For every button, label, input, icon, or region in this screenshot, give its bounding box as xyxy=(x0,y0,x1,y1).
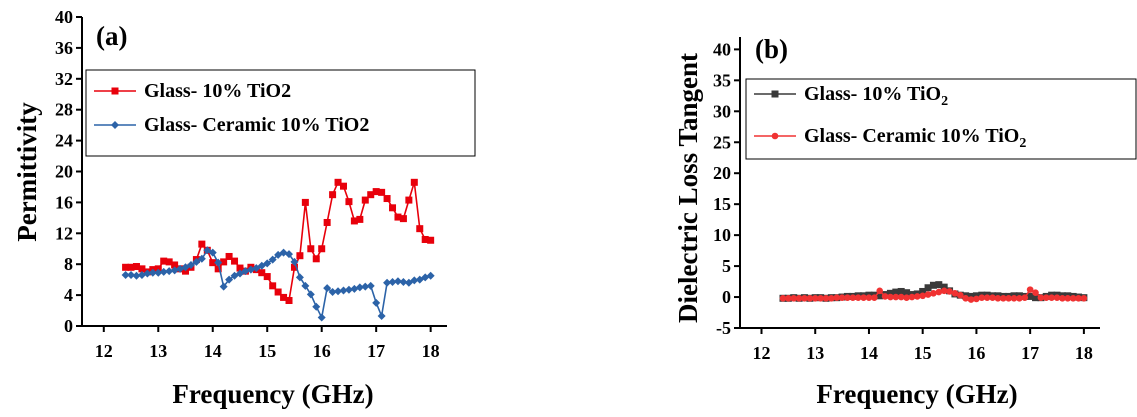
y-tick-label: 15 xyxy=(713,194,731,214)
data-point xyxy=(400,215,407,222)
data-point xyxy=(372,299,380,307)
x-tick-label: 16 xyxy=(967,343,985,363)
y-tick-label: 25 xyxy=(713,132,731,152)
x-tick-label: 15 xyxy=(914,343,932,363)
data-point xyxy=(345,198,352,205)
data-point xyxy=(231,258,238,265)
data-point xyxy=(198,241,205,248)
legend-label: Glass- 10% TiO2 xyxy=(144,80,291,102)
data-point xyxy=(356,216,363,223)
x-tick-label: 13 xyxy=(149,341,167,361)
x-tick-label: 17 xyxy=(367,341,385,361)
data-point xyxy=(411,179,418,186)
data-point xyxy=(1081,295,1088,302)
data-point xyxy=(389,204,396,211)
legend-marker xyxy=(112,88,119,95)
x-tick-label: 12 xyxy=(752,343,770,363)
data-point xyxy=(302,199,309,206)
y-tick-label: 10 xyxy=(713,225,731,245)
data-point xyxy=(405,197,412,204)
data-point xyxy=(296,252,303,259)
y-tick-label: 24 xyxy=(55,131,73,151)
panel-b: 12 13 14 15 16 17 18 -5 0 5 10 15 20 25 30 35 40 Frequenc… xyxy=(673,34,1136,409)
legend-marker xyxy=(772,133,779,140)
data-point xyxy=(427,237,434,244)
data-point xyxy=(286,297,293,304)
legend-label-subscript: 2 xyxy=(1019,136,1026,151)
y-tick-label: 40 xyxy=(55,7,73,27)
y-tick-label: 0 xyxy=(722,287,731,307)
data-point xyxy=(307,290,315,298)
x-tick-label: 12 xyxy=(95,341,113,361)
y-axis-title: Dielectric Loss Tangent xyxy=(673,53,703,323)
data-point xyxy=(367,282,375,290)
data-point xyxy=(301,282,309,290)
y-tick-label: 20 xyxy=(55,162,73,182)
legend-label: Glass- Ceramic 10% TiO2 xyxy=(144,114,369,136)
y-tick-label: 36 xyxy=(55,38,73,58)
data-point xyxy=(876,288,883,295)
data-point xyxy=(378,189,385,196)
legend: Glass- 10% TiO2 Glass- Ceramic 10% TiO2 xyxy=(86,70,475,156)
y-tick-label: 5 xyxy=(722,256,731,276)
data-point xyxy=(340,183,347,190)
data-point xyxy=(384,195,391,202)
x-tick-label: 17 xyxy=(1021,343,1039,363)
x-tick-label: 13 xyxy=(806,343,824,363)
x-tick-label: 16 xyxy=(313,341,331,361)
y-tick-label: 28 xyxy=(55,100,73,120)
data-point xyxy=(871,294,878,301)
y-tick-label: 32 xyxy=(55,69,73,89)
data-point xyxy=(318,245,325,252)
legend-marker xyxy=(772,91,779,98)
y-tick-label: 4 xyxy=(64,285,73,305)
legend: Glass- 10% TiO2Glass- Ceramic 10% TiO2 xyxy=(746,79,1136,159)
data-point xyxy=(324,219,331,226)
y-tick-label: -5 xyxy=(716,318,731,338)
data-point xyxy=(269,282,276,289)
y-tick-label: 8 xyxy=(64,254,73,274)
x-tick-label: 18 xyxy=(422,341,440,361)
data-point xyxy=(318,314,326,322)
x-tick-label: 14 xyxy=(204,341,222,361)
data-point xyxy=(329,191,336,198)
data-point xyxy=(313,255,320,262)
y-tick-label: 40 xyxy=(713,39,731,59)
x-tick-label: 18 xyxy=(1075,343,1093,363)
data-point xyxy=(1021,294,1028,301)
data-point xyxy=(1032,289,1039,296)
x-tick-label: 15 xyxy=(258,341,276,361)
x-axis-title: Frequency (GHz) xyxy=(172,379,373,409)
y-tick-label: 35 xyxy=(713,70,731,90)
x-axis-title: Frequency (GHz) xyxy=(816,379,1017,409)
y-axis-title: Permittivity xyxy=(12,102,42,242)
data-point xyxy=(416,225,423,232)
series-2 xyxy=(122,246,435,321)
y-tick-label: 16 xyxy=(55,192,73,212)
legend-label-subscript: 2 xyxy=(941,94,948,109)
y-tick-label: 12 xyxy=(55,223,73,243)
data-point xyxy=(378,312,386,320)
data-point xyxy=(312,303,320,311)
y-tick-label: 30 xyxy=(713,101,731,121)
y-tick-label: 0 xyxy=(64,316,73,336)
data-point xyxy=(307,245,314,252)
x-tick-label: 14 xyxy=(860,343,878,363)
panel-a: 12 13 14 15 16 17 18 0 4 8 12 16 20 24 28 32 36 40 Frequen… xyxy=(12,7,475,409)
panel-label: (a) xyxy=(96,21,127,51)
series-2 xyxy=(780,286,1087,303)
data-point xyxy=(296,273,304,281)
data-point xyxy=(264,273,271,280)
y-tick-label: 20 xyxy=(713,163,731,183)
panel-label: (b) xyxy=(755,34,788,64)
